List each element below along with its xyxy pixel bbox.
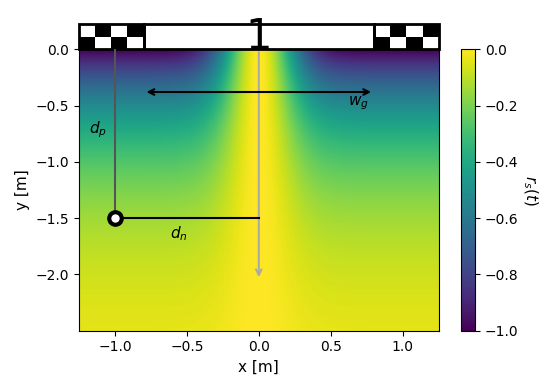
Bar bbox=[390, 25, 406, 37]
Y-axis label: y [m]: y [m] bbox=[15, 170, 30, 210]
Y-axis label: $r_s(t)$: $r_s(t)$ bbox=[521, 175, 540, 206]
X-axis label: x [m]: x [m] bbox=[238, 360, 279, 375]
Bar bbox=[79, 25, 143, 49]
Bar bbox=[79, 25, 95, 37]
Bar bbox=[127, 25, 143, 37]
Bar bbox=[111, 25, 127, 37]
Text: $d_n$: $d_n$ bbox=[170, 224, 187, 243]
Text: $w_g$: $w_g$ bbox=[348, 95, 369, 112]
Text: 1: 1 bbox=[246, 16, 272, 58]
Bar bbox=[374, 25, 439, 49]
Bar bbox=[390, 37, 406, 49]
Bar bbox=[374, 37, 390, 49]
Bar bbox=[127, 37, 143, 49]
Bar bbox=[111, 37, 127, 49]
Bar bbox=[95, 37, 111, 49]
Text: $d_p$: $d_p$ bbox=[89, 120, 107, 140]
Bar bbox=[374, 25, 390, 37]
Bar bbox=[95, 25, 111, 37]
Bar bbox=[406, 25, 422, 37]
Bar bbox=[422, 37, 439, 49]
Bar bbox=[79, 37, 95, 49]
Bar bbox=[143, 25, 374, 49]
Bar bbox=[422, 25, 439, 37]
Bar bbox=[406, 37, 422, 49]
